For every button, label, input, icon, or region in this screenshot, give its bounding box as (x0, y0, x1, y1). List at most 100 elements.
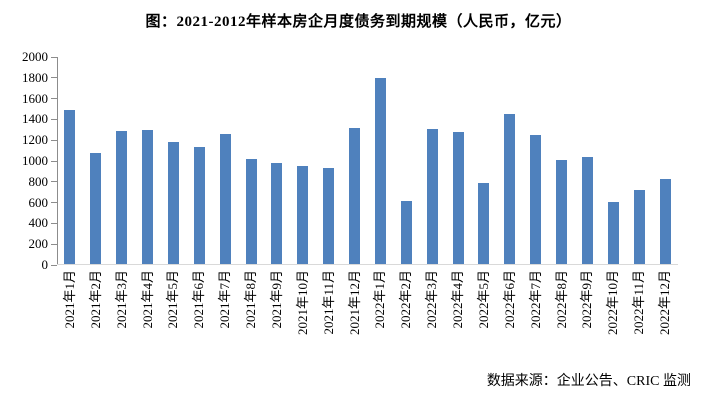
bars-container (57, 57, 678, 265)
bar-slot (626, 190, 652, 265)
x-tick-label: 2021年8月 (243, 270, 259, 329)
bar-2022年10月 (607, 201, 619, 265)
y-tick-mark (51, 160, 57, 162)
y-tick-label: 1400 (22, 111, 48, 127)
y-tick-label: 800 (28, 173, 49, 189)
bar-2021年2月 (90, 152, 102, 265)
bar-2021年7月 (219, 133, 231, 265)
x-axis-tick: 2022年9月 (575, 267, 601, 359)
x-tick-label: 2021年1月 (61, 270, 77, 329)
y-tick-mark (51, 98, 57, 100)
y-tick-mark (51, 181, 57, 183)
bar-slot (471, 182, 497, 265)
bar-slot (419, 128, 445, 265)
x-axis-tick: 2022年5月 (471, 267, 497, 359)
bar-2021年6月 (193, 147, 205, 265)
x-axis-tick: 2022年8月 (549, 267, 575, 359)
x-axis-tick: 2022年4月 (445, 267, 471, 359)
x-axis-tick: 2022年7月 (523, 267, 549, 359)
x-tick-label: 2022年7月 (527, 270, 543, 329)
bar-slot (342, 127, 368, 265)
x-axis-tick: 2022年11月 (626, 267, 652, 359)
bar-2022年8月 (556, 159, 568, 265)
x-tick-label: 2022年6月 (501, 270, 517, 329)
x-tick-label: 2022年9月 (579, 270, 595, 329)
bar-slot (652, 178, 678, 265)
x-tick-label: 2021年12月 (346, 270, 362, 336)
x-axis-tick: 2022年12月 (652, 267, 678, 359)
y-axis-tick: 2000 (22, 50, 57, 64)
y-tick-label: 2000 (22, 49, 48, 64)
y-axis-tick: 1600 (22, 91, 57, 106)
bar-slot (549, 159, 575, 265)
bar-slot (393, 200, 419, 265)
bar-2022年11月 (633, 190, 645, 265)
y-tick-mark (51, 264, 57, 266)
x-axis-labels: 2021年1月 2021年2月 2021年3月 2021年4月 2021年5月 2021年… (57, 267, 678, 359)
x-tick-label: 2022年4月 (450, 270, 466, 329)
y-axis-tick: 1400 (22, 112, 57, 126)
x-axis-tick: 2021年6月 (186, 267, 212, 359)
bar-2022年1月 (374, 77, 386, 265)
bar-2021年8月 (245, 158, 257, 265)
x-tick-label: 2021年4月 (139, 270, 155, 329)
x-axis-tick: 2021年10月 (290, 267, 316, 359)
x-tick-label: 2021年10月 (294, 270, 310, 336)
x-tick-label: 2022年5月 (475, 270, 491, 329)
plot-area (57, 57, 678, 265)
x-axis-tick: 2022年10月 (600, 267, 626, 359)
y-tick-mark (51, 56, 57, 58)
x-tick-label: 2021年9月 (268, 270, 284, 329)
x-tick-label: 2021年11月 (320, 270, 336, 335)
bar-2021年10月 (297, 166, 309, 265)
x-tick-label: 2022年10月 (605, 270, 621, 336)
bar-slot (161, 142, 187, 265)
bar-2021年11月 (323, 168, 335, 265)
x-axis-tick: 2022年1月 (368, 267, 394, 359)
bar-2022年5月 (478, 182, 490, 265)
x-tick-label: 2021年6月 (191, 270, 207, 329)
x-axis-tick: 2021年12月 (342, 267, 368, 359)
y-tick-label: 0 (41, 257, 49, 272)
bar-slot (368, 77, 394, 265)
bar-2021年5月 (167, 142, 179, 265)
x-axis-tick: 2021年9月 (264, 267, 290, 359)
bar-slot (497, 114, 523, 265)
y-tick-mark (51, 118, 57, 120)
x-tick-label: 2021年7月 (217, 270, 233, 329)
y-axis-tick: 1000 (22, 154, 57, 168)
y-tick-label: 600 (28, 194, 49, 210)
y-axis-tick: 0 (41, 257, 57, 272)
bar-2021年1月 (64, 110, 76, 265)
bar-slot (600, 201, 626, 265)
bar-slot (83, 152, 109, 265)
y-axis-tick: 200 (28, 236, 57, 252)
x-axis-tick: 2021年8月 (238, 267, 264, 359)
y-tick-mark (51, 77, 57, 79)
x-tick-label: 2021年5月 (165, 270, 181, 329)
x-axis-tick: 2021年3月 (109, 267, 135, 359)
x-tick-label: 2022年1月 (372, 270, 388, 329)
x-axis-tick: 2022年2月 (393, 267, 419, 359)
x-axis-tick: 2021年7月 (212, 267, 238, 359)
y-tick-label: 200 (28, 236, 49, 252)
bar-slot (445, 131, 471, 265)
bar-2022年12月 (659, 178, 671, 265)
bar-slot (290, 166, 316, 265)
bar-2022年4月 (452, 131, 464, 265)
y-axis-tick: 400 (28, 215, 57, 231)
bar-2022年6月 (504, 114, 516, 265)
bar-slot (575, 156, 601, 265)
x-tick-label: 2022年8月 (553, 270, 569, 329)
bar-2022年7月 (530, 135, 542, 265)
x-axis-line (57, 264, 678, 265)
x-tick-label: 2022年2月 (398, 270, 414, 329)
x-tick-label: 2022年11月 (631, 270, 647, 335)
bar-2022年2月 (400, 200, 412, 265)
y-tick-label: 1800 (22, 69, 48, 85)
x-tick-label: 2022年12月 (657, 270, 673, 336)
bar-2021年3月 (116, 130, 128, 265)
y-tick-label: 400 (28, 215, 49, 231)
bar-slot (264, 163, 290, 265)
